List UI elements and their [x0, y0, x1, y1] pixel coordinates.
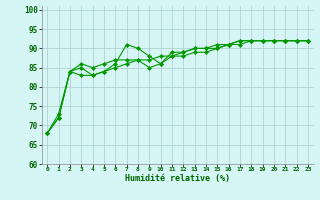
- X-axis label: Humidité relative (%): Humidité relative (%): [125, 174, 230, 183]
